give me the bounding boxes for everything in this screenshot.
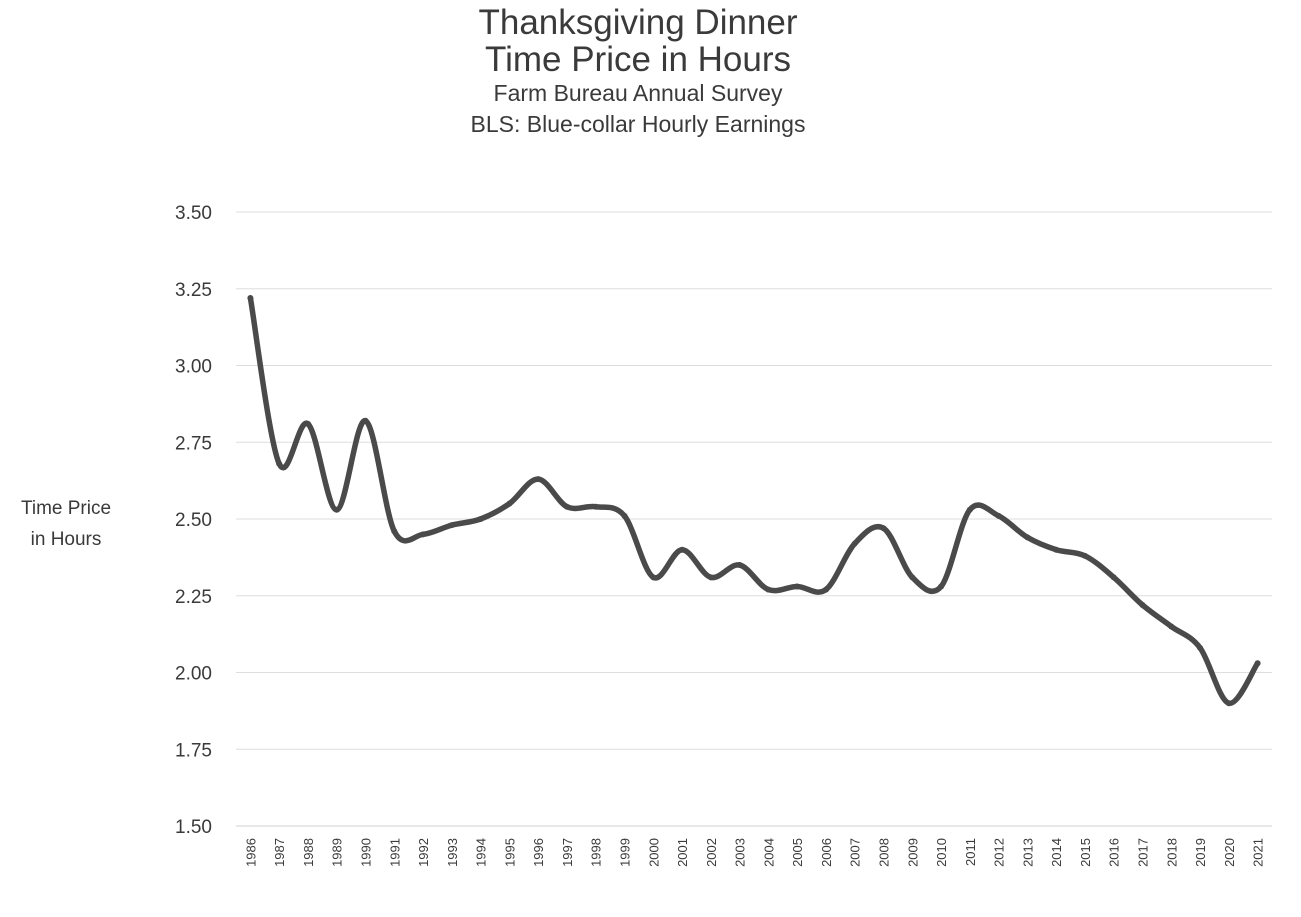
gridlines xyxy=(236,211,1272,750)
y-axis-ticks: 1.50 1.75 2.00 2.25 2.50 2.75 3.00 3.25 3.50 xyxy=(175,203,212,838)
x-tick-label: 1995 xyxy=(502,838,517,867)
data-point xyxy=(621,512,628,519)
data-point xyxy=(592,503,599,510)
x-tick-label: 1994 xyxy=(474,838,489,867)
chart-title-block: Thanksgiving Dinner Time Price in Hours … xyxy=(0,4,1276,140)
data-point xyxy=(506,500,513,507)
data-point xyxy=(736,562,743,569)
x-tick-label: 2005 xyxy=(790,838,805,867)
y-tick-label: 3.50 xyxy=(175,203,212,224)
x-tick-label: 2009 xyxy=(905,838,920,867)
chart-subtitle-line-1: Farm Bureau Annual Survey xyxy=(493,80,783,106)
y-tick-label: 2.25 xyxy=(175,587,212,608)
data-point xyxy=(880,525,887,532)
data-point xyxy=(1254,660,1261,667)
y-tick-label: 1.50 xyxy=(175,817,212,838)
chart-subtitle-line-2: BLS: Blue-collar Hourly Earnings xyxy=(470,111,806,137)
x-tick-label: 1990 xyxy=(359,838,374,867)
x-tick-label: 2018 xyxy=(1164,838,1179,867)
data-point xyxy=(1225,700,1232,707)
data-point xyxy=(851,540,858,547)
x-tick-label: 1999 xyxy=(618,838,633,867)
series-group xyxy=(247,294,1261,707)
data-point xyxy=(1168,623,1175,630)
data-point xyxy=(535,476,542,483)
data-point xyxy=(1053,546,1060,553)
data-point xyxy=(707,574,714,581)
data-point xyxy=(1197,644,1204,651)
data-point xyxy=(477,516,484,522)
data-point xyxy=(276,460,283,467)
x-tick-label: 1997 xyxy=(560,838,575,867)
y-axis-label-line-2: in Hours xyxy=(30,529,102,550)
x-tick-label: 2015 xyxy=(1078,838,1093,867)
x-tick-label: 2012 xyxy=(992,838,1007,867)
data-point xyxy=(794,583,801,590)
data-point xyxy=(247,294,254,301)
data-point xyxy=(391,528,398,535)
x-tick-label: 2004 xyxy=(761,838,776,867)
data-point xyxy=(966,506,973,513)
x-tick-label: 2002 xyxy=(704,838,719,867)
data-point xyxy=(938,583,945,590)
x-tick-label: 2017 xyxy=(1136,838,1151,867)
x-tick-label: 2001 xyxy=(675,838,690,867)
x-tick-label: 2006 xyxy=(819,838,834,867)
x-tick-label: 2016 xyxy=(1107,838,1122,867)
data-point xyxy=(448,522,455,529)
data-point xyxy=(1081,552,1088,559)
x-tick-label: 1988 xyxy=(301,838,316,867)
data-point xyxy=(362,417,369,424)
y-axis-label-line-1: Time Price xyxy=(20,498,112,519)
x-tick-label: 2011 xyxy=(963,838,978,866)
y-axis-label: Time Price in Hours xyxy=(0,493,132,555)
x-tick-label: 2014 xyxy=(1049,838,1064,867)
x-tick-label: 1993 xyxy=(445,838,460,867)
x-axis-ticks: 1986 1987 1988 1989 1990 1991 1992 1993 1994 1995… xyxy=(243,838,1265,867)
x-tick-label: 2013 xyxy=(1020,838,1035,867)
data-point xyxy=(333,506,340,513)
x-tick-label: 1989 xyxy=(330,838,345,867)
data-point xyxy=(1139,601,1146,608)
data-point xyxy=(822,586,829,593)
y-tick-label: 2.00 xyxy=(175,664,212,685)
data-point xyxy=(650,574,657,581)
y-tick-label: 3.25 xyxy=(175,280,212,301)
series-line xyxy=(247,295,1261,706)
data-point xyxy=(420,531,427,538)
x-tick-label: 1998 xyxy=(589,838,604,867)
chart-title-line-2: Time Price in Hours xyxy=(485,40,791,79)
x-tick-label: 2008 xyxy=(877,838,892,867)
data-point xyxy=(679,546,686,553)
x-tick-label: 2000 xyxy=(646,838,661,867)
x-tick-label: 2019 xyxy=(1193,838,1208,867)
x-tick-label: 2010 xyxy=(934,838,949,867)
y-tick-label: 2.50 xyxy=(175,510,212,531)
data-point xyxy=(1110,574,1117,581)
x-tick-label: 2003 xyxy=(733,838,748,867)
data-point xyxy=(563,503,570,510)
x-tick-label: 1986 xyxy=(243,838,258,867)
x-tick-label: 1996 xyxy=(531,838,546,867)
y-tick-label: 2.75 xyxy=(175,433,212,454)
x-tick-label: 2021 xyxy=(1251,838,1266,867)
data-point xyxy=(765,586,772,593)
data-point xyxy=(995,512,1002,519)
x-tick-label: 2020 xyxy=(1222,838,1237,867)
data-point xyxy=(304,420,311,427)
data-point xyxy=(1024,534,1031,541)
y-tick-label: 1.75 xyxy=(175,740,212,761)
y-tick-label: 3.00 xyxy=(175,357,212,378)
x-tick-label: 1991 xyxy=(387,838,402,867)
x-tick-label: 1992 xyxy=(416,838,431,867)
x-tick-label: 1987 xyxy=(272,838,287,867)
x-tick-label: 2007 xyxy=(848,838,863,867)
chart-title-line-1: Thanksgiving Dinner xyxy=(478,3,798,42)
data-point xyxy=(909,574,916,581)
